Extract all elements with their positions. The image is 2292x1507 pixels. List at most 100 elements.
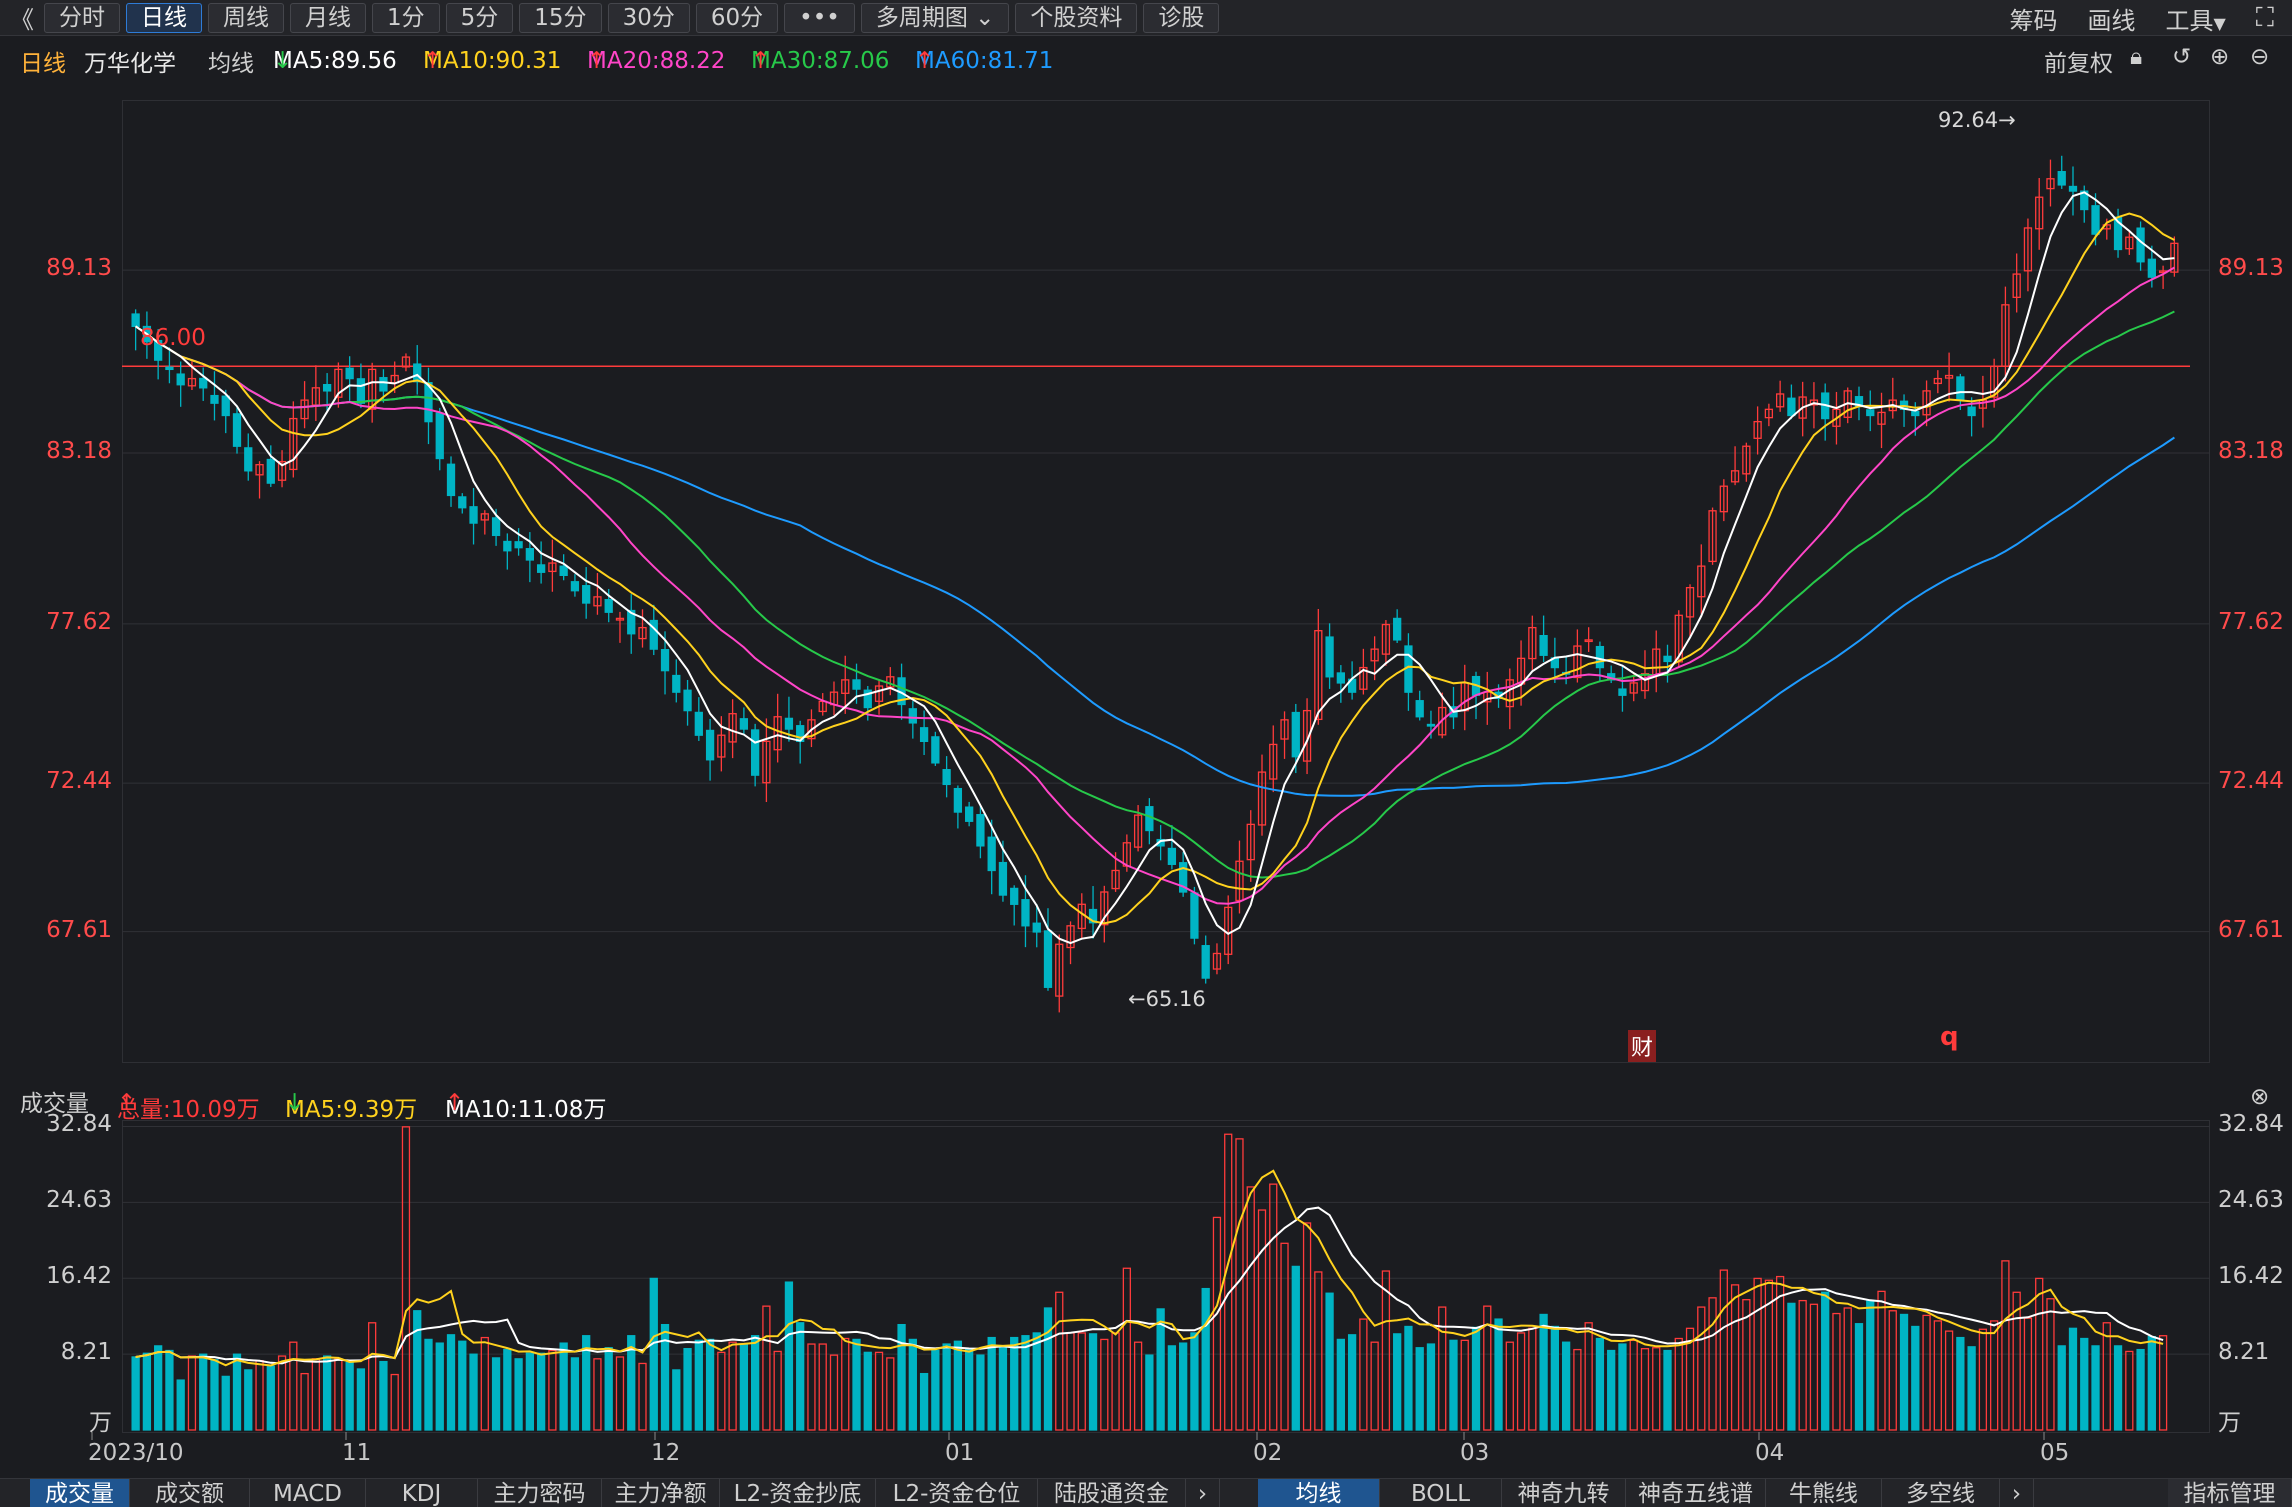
period-tab-1min[interactable]: 1分	[372, 2, 440, 33]
volume-info-bar: 成交量 总量:10.09万 ↑ MA5:9.39万 ↓ MA10:11.08万 ↑ ⊗	[0, 1078, 2292, 1123]
tabs-scroll-right-icon[interactable]: ›	[1186, 1479, 1220, 1507]
period-tab-daily[interactable]: 日线	[126, 2, 202, 33]
period-tab-5min[interactable]: 5分	[445, 2, 514, 33]
volume-bar	[2035, 1277, 2044, 1431]
zoom-in-icon[interactable]: ⊕	[2210, 44, 2230, 70]
ma-label[interactable]: 均线	[208, 51, 254, 77]
volume-bar	[762, 1305, 771, 1431]
indicator-tab[interactable]: 陆股通资金	[1038, 1479, 1186, 1507]
candle-body	[1021, 899, 1030, 927]
indicator-tab[interactable]: L2-资金仓位	[876, 1479, 1038, 1507]
candle-body	[525, 548, 535, 561]
lock-icon[interactable]: 🔒︎	[2130, 44, 2143, 70]
undo-icon[interactable]: ↺	[2172, 44, 2192, 70]
candle-body	[1933, 377, 1942, 385]
candle-body	[356, 378, 366, 404]
arrow-up-icon: ↑	[587, 48, 607, 74]
volume-bar	[694, 1339, 703, 1431]
candle-body	[1100, 891, 1109, 926]
indicator-tab[interactable]: KDJ	[366, 1479, 478, 1507]
candle-body	[1426, 723, 1436, 727]
period-tab-fenshi[interactable]: 分时	[44, 2, 120, 33]
overlay-tab[interactable]: 神奇五线谱	[1626, 1479, 1766, 1507]
candle-body	[807, 719, 816, 740]
volume-bar	[841, 1337, 850, 1431]
period-tab-15min[interactable]: 15分	[519, 2, 602, 33]
indicator-tab[interactable]: L2-资金抄底	[720, 1479, 876, 1507]
indicator-tab[interactable]: 主力密码	[478, 1479, 602, 1507]
overlay-tab[interactable]: 均线	[1258, 1479, 1380, 1507]
volume-bar	[886, 1357, 895, 1431]
volume-bar	[1899, 1313, 1909, 1431]
fullscreen-icon[interactable]: ⛶	[2255, 2, 2274, 33]
candle-body	[705, 729, 715, 761]
chips-button[interactable]: 筹码	[2009, 6, 2058, 35]
price-axis-label-right: 83.18	[2218, 437, 2284, 464]
overlay-tab[interactable]: 多空线	[1882, 1479, 2000, 1507]
candle-body	[1336, 672, 1345, 684]
stock-profile-button[interactable]: 个股资料	[1015, 2, 1138, 33]
volume-ma10-text: MA10:11.08万	[445, 1097, 607, 1123]
volume-bar	[458, 1340, 467, 1431]
x-axis-label: 2023/10	[88, 1440, 184, 1466]
volume-bar	[1212, 1216, 1222, 1431]
stock-name[interactable]: 万华化学	[84, 51, 176, 77]
candle-body	[1798, 396, 1807, 419]
candle-body	[1719, 485, 1728, 513]
overlay-tab[interactable]: 神奇九转	[1502, 1479, 1626, 1507]
indicator-tab[interactable]: 成交量	[30, 1479, 130, 1507]
period-tab-30min[interactable]: 30分	[607, 2, 690, 33]
volume-bar	[311, 1358, 320, 1431]
volume-bar	[908, 1338, 917, 1431]
tools-dropdown[interactable]: 工具▼	[2165, 1, 2225, 36]
period-tab-monthly[interactable]: 月线	[290, 2, 366, 33]
volume-title[interactable]: 成交量	[20, 1091, 89, 1117]
price-chart-panel[interactable]	[122, 100, 2210, 1063]
volume-chart-panel[interactable]	[122, 1120, 2210, 1433]
candle-body	[1190, 892, 1199, 939]
volume-bar	[1821, 1291, 1830, 1431]
high-price-annotation: 92.64→	[1938, 108, 2016, 132]
volume-bar	[1404, 1325, 1413, 1431]
volume-bar	[1573, 1348, 1582, 1431]
financial-report-badge[interactable]: 财	[1628, 1030, 1657, 1062]
candle-body	[379, 377, 388, 392]
multi-period-dropdown[interactable]: 多周期图 ⌄	[860, 2, 1010, 33]
back-icon[interactable]: 《	[10, 6, 34, 34]
candle-body	[1167, 847, 1177, 865]
q-event-marker[interactable]: q	[1940, 1022, 1959, 1052]
overlay-scroll-right-icon[interactable]: ›	[2000, 1479, 2034, 1507]
ma30-text: MA30:87.06	[751, 48, 890, 74]
top-toolbar: 《 分时 日线 周线 月线 1分 5分 15分 30分 60分 ••• 多周期图…	[0, 0, 2292, 36]
overlay-tab[interactable]: 牛熊线	[1766, 1479, 1882, 1507]
indicator-management-button[interactable]: 指标管理	[2168, 1479, 2292, 1507]
candle-body	[154, 339, 163, 361]
diagnose-button[interactable]: 诊股	[1143, 2, 1220, 33]
volume-bar	[931, 1349, 940, 1431]
indicator-tab[interactable]: 主力净额	[602, 1479, 720, 1507]
overlay-tab[interactable]: BOLL	[1380, 1479, 1502, 1507]
candle-body	[232, 413, 242, 447]
volume-bar	[1629, 1339, 1638, 1431]
indicator-tabs: 成交量 成交额 MACD KDJ 主力密码 主力净额 L2-资金抄底 L2-资金仓位 陆股通资金…	[0, 1478, 2292, 1507]
candle-body	[1201, 945, 1210, 979]
period-tab-60min[interactable]: 60分	[695, 2, 779, 33]
x-axis-label: 01	[945, 1440, 975, 1466]
price-axis-label-left: 77.62	[46, 608, 112, 635]
zoom-out-icon[interactable]: ⊖	[2250, 44, 2270, 70]
price-axis-label-left: 67.61	[46, 916, 112, 943]
volume-bar	[1663, 1349, 1672, 1431]
low-price-annotation: ←65.16	[1128, 987, 1206, 1011]
draw-line-button[interactable]: 画线	[2087, 6, 2136, 35]
volume-bar	[424, 1338, 433, 1431]
close-volume-icon[interactable]: ⊗	[2250, 1084, 2270, 1110]
period-tab-weekly[interactable]: 周线	[208, 2, 284, 33]
volume-bar	[2012, 1291, 2021, 1431]
adjust-button[interactable]: 前复权	[2044, 51, 2113, 77]
indicator-tab[interactable]: 成交额	[130, 1479, 250, 1507]
more-periods-button[interactable]: •••	[784, 2, 855, 33]
volume-bar	[818, 1343, 827, 1431]
indicator-tab[interactable]: MACD	[250, 1479, 366, 1507]
volume-bar	[582, 1335, 591, 1431]
